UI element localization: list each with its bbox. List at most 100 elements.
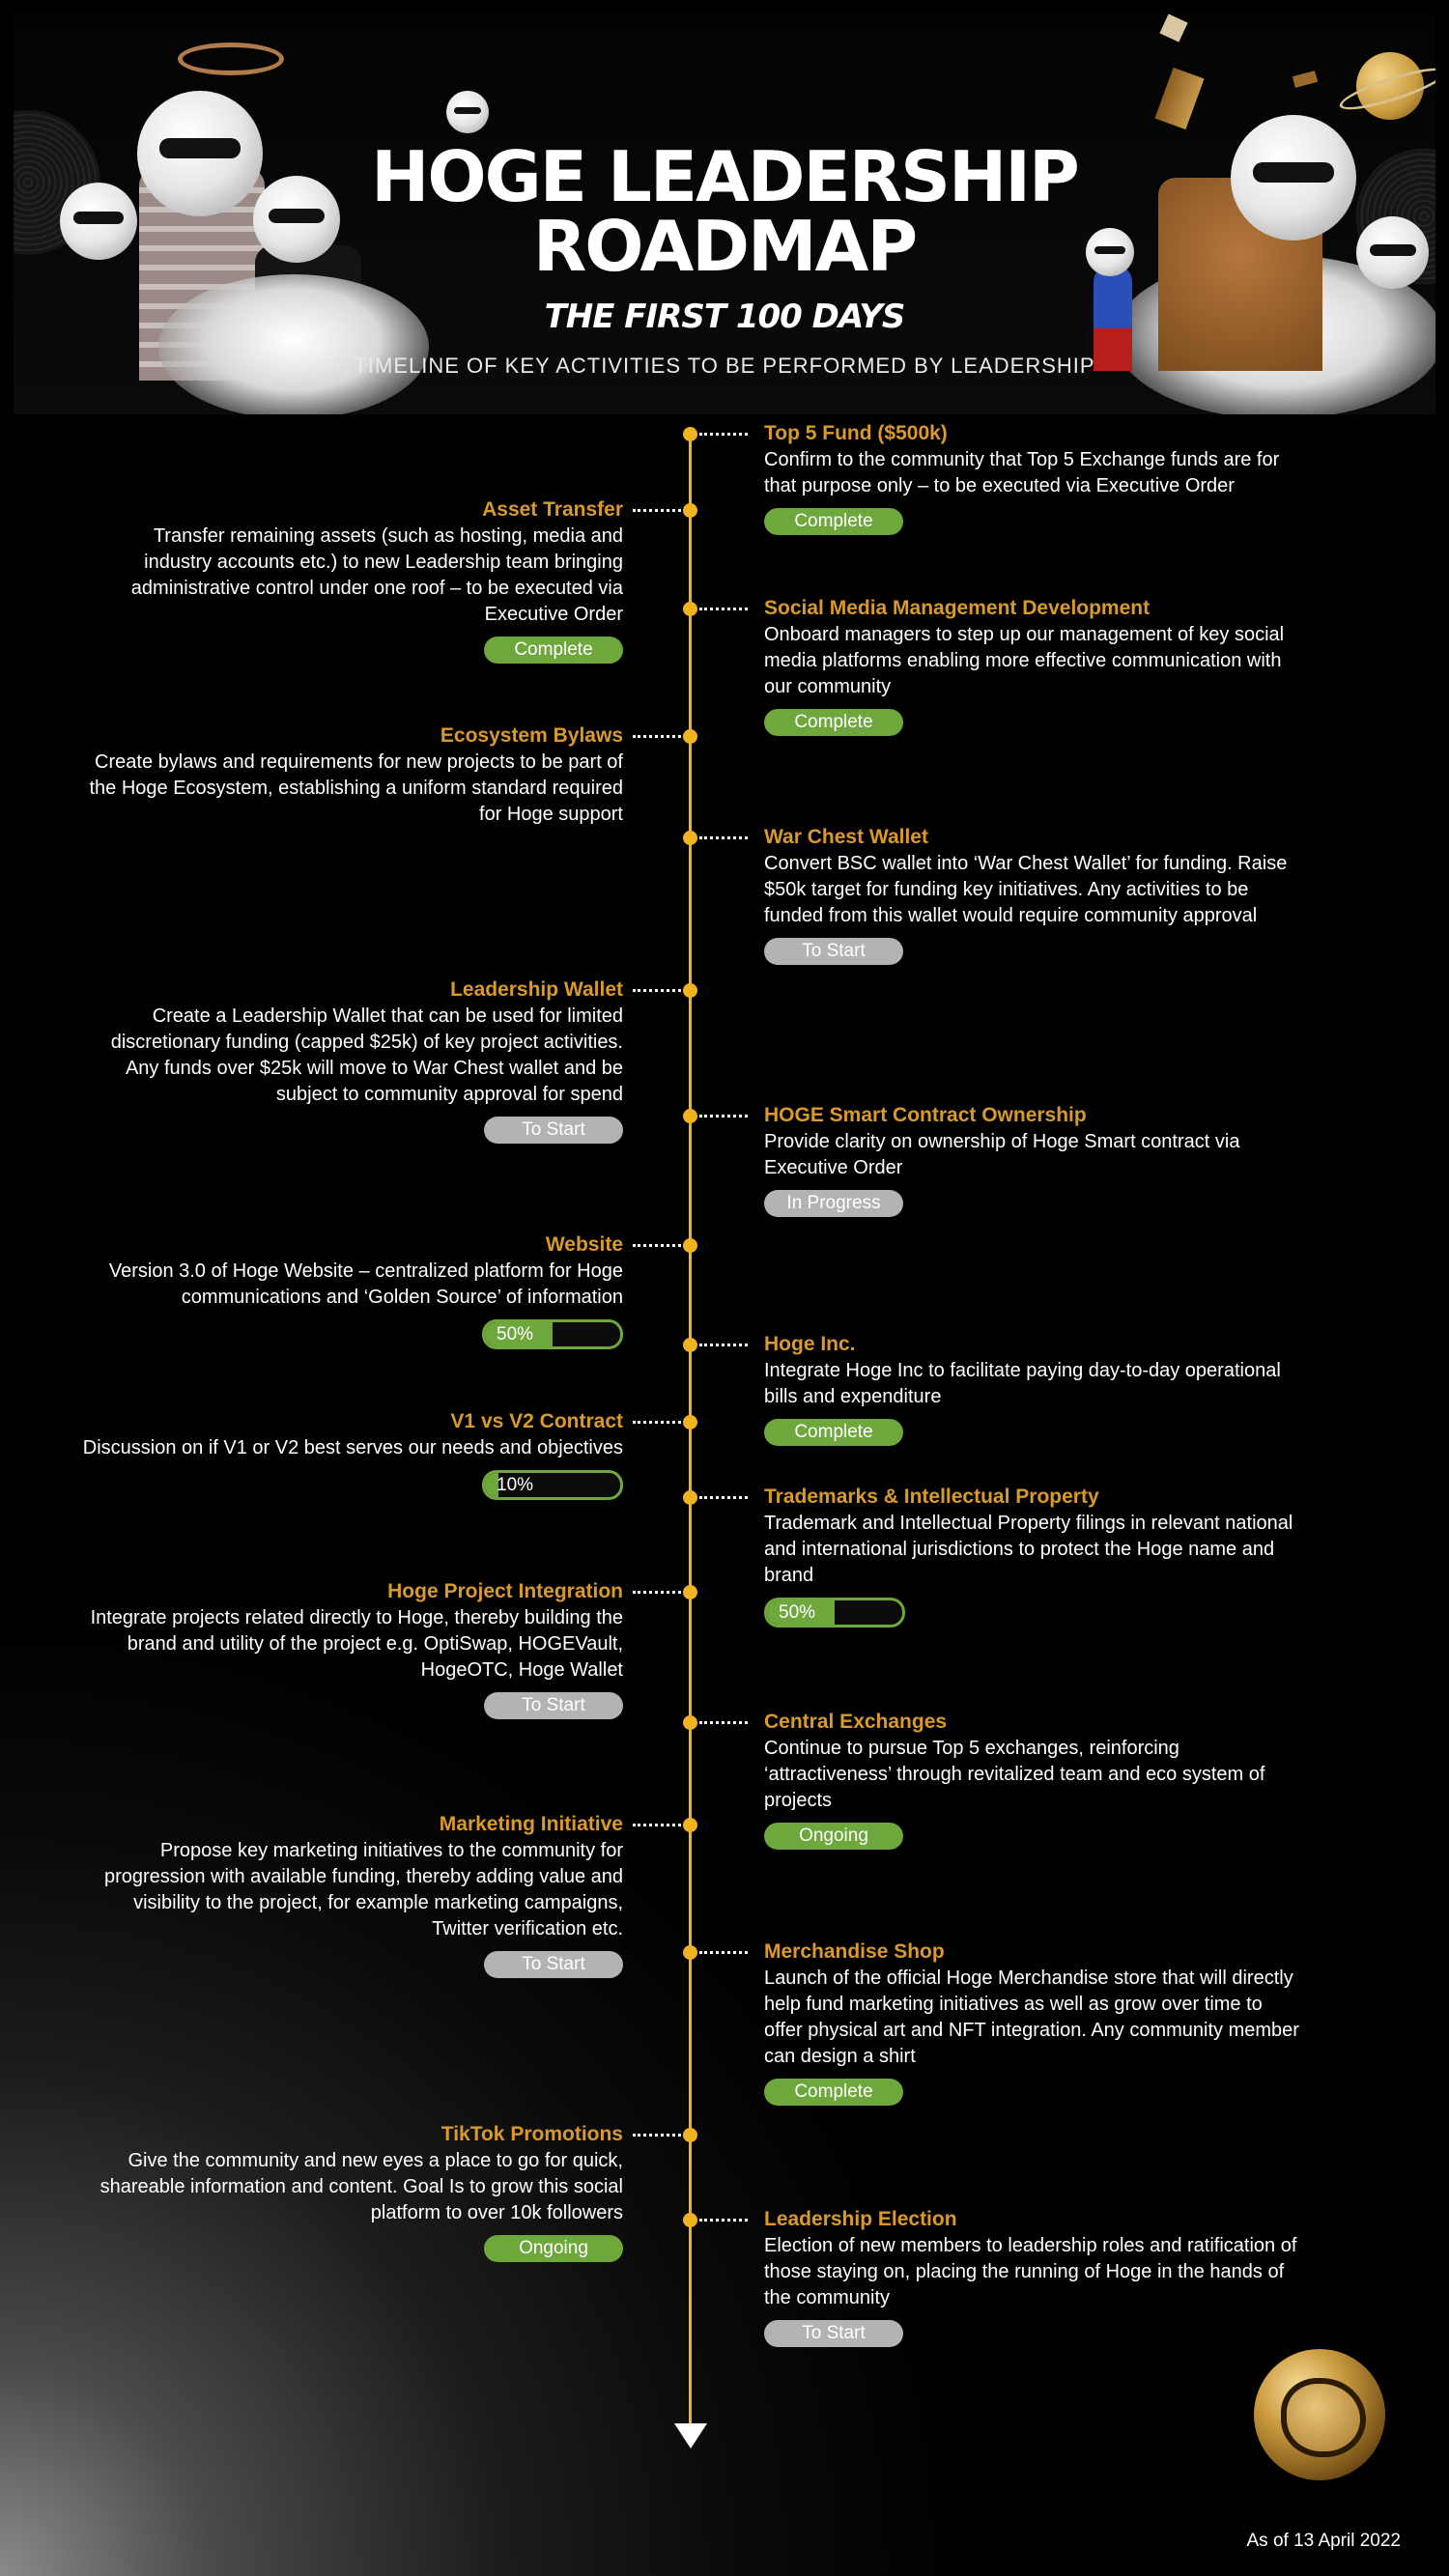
page-subtitle: THE FIRST 100 DAYS [544, 297, 906, 336]
item-title: Asset Transfer [482, 498, 623, 521]
status-badge: To Start [484, 1951, 623, 1978]
timeline-item-smart-contract-ownership: HOGE Smart Contract Ownership Provide cl… [764, 1102, 1305, 1217]
item-title: Leadership Wallet [450, 978, 623, 1001]
gold-bar-icon [1154, 67, 1205, 130]
timeline-connector [633, 989, 681, 992]
item-title: Ecosystem Bylaws [440, 724, 623, 747]
hoge-logo-icon [1254, 2349, 1385, 2480]
item-description: Integrate Hoge Inc to facilitate paying … [764, 1360, 1281, 1407]
timeline-item-asset-transfer: Asset Transfer Transfer remaining assets… [82, 496, 623, 664]
progress-fill [485, 1473, 498, 1497]
timeline-connector [699, 608, 748, 610]
item-title: Hoge Inc. [764, 1333, 856, 1355]
halo-icon [178, 42, 284, 75]
timeline-item-tiktok-promotions: TikTok Promotions Give the community and… [82, 2121, 623, 2262]
hoge-mascot-small-icon [446, 91, 489, 133]
timeline-item-hoge-inc: Hoge Inc. Integrate Hoge Inc to facilita… [764, 1331, 1305, 1446]
timeline-connector [699, 2219, 748, 2222]
header-banner: HOGE LEADERSHIP ROADMAP THE FIRST 100 DA… [14, 14, 1435, 414]
item-title: Trademarks & Intellectual Property [764, 1486, 1099, 1508]
hoge-mascot-icon [1231, 115, 1356, 241]
timeline-arrow-icon [674, 2423, 707, 2449]
page-title-line1: HOGE LEADERSHIP [371, 136, 1080, 217]
timeline-connector [633, 2134, 681, 2137]
status-badge: To Start [764, 938, 903, 965]
timeline-dot [683, 1945, 697, 1960]
timeline-connector [633, 1591, 681, 1594]
timeline-item-central-exchanges: Central Exchanges Continue to pursue Top… [764, 1709, 1305, 1850]
hoge-logo-mark [1281, 2378, 1366, 2457]
timeline-dot [683, 427, 697, 441]
item-description: Transfer remaining assets (such as hosti… [130, 525, 623, 625]
page-title-line2: ROADMAP [532, 206, 918, 287]
status-badge: To Start [484, 1692, 623, 1719]
superhero-mascot-icon [1086, 228, 1134, 276]
item-description: Discussion on if V1 or V2 best serves ou… [82, 1437, 623, 1458]
status-badge: Complete [484, 637, 623, 664]
flying-tile-icon [1159, 14, 1188, 42]
hoge-mascot-icon [253, 176, 340, 263]
item-description: Create a Leadership Wallet that can be u… [110, 1005, 623, 1105]
timeline-item-top-5-fund: Top 5 Fund ($500k) Confirm to the commun… [764, 420, 1305, 535]
timeline-item-leadership-wallet: Leadership Wallet Create a Leadership Wa… [82, 977, 623, 1144]
item-description: Election of new members to leadership ro… [764, 2235, 1297, 2308]
timeline-dot [683, 1338, 697, 1352]
item-description: Convert BSC wallet into ‘War Chest Walle… [764, 853, 1288, 926]
progress-label: 50% [779, 1602, 816, 1623]
item-description: Confirm to the community that Top 5 Exch… [764, 449, 1280, 496]
item-title: TikTok Promotions [440, 2123, 623, 2145]
timeline-connector [633, 509, 681, 512]
timeline-connector [699, 433, 748, 436]
item-title: HOGE Smart Contract Ownership [764, 1104, 1087, 1126]
item-description: Create bylaws and requirements for new p… [89, 751, 623, 825]
timeline-connector [633, 735, 681, 738]
item-title: Website [545, 1233, 623, 1256]
timeline-dot [683, 729, 697, 744]
timeline-connector [699, 1721, 748, 1724]
item-title: Marketing Initiative [439, 1813, 623, 1835]
progress-bar: 10% [482, 1470, 623, 1500]
timeline-item-trademarks: Trademarks & Intellectual Property Trade… [764, 1484, 1305, 1628]
timeline-dot [683, 1585, 697, 1599]
progress-label: 50% [497, 1324, 534, 1345]
timeline-dot [683, 503, 697, 518]
hoge-mascot-icon [137, 91, 263, 216]
timeline-item-war-chest-wallet: War Chest Wallet Convert BSC wallet into… [764, 824, 1305, 965]
timeline-item-hoge-project-integration: Hoge Project Integration Integrate proje… [82, 1578, 623, 1719]
timeline-item-merchandise-shop: Merchandise Shop Launch of the official … [764, 1939, 1305, 2106]
timeline-connector [699, 1344, 748, 1346]
timeline-connector [699, 836, 748, 839]
superhero-mascot-body [1094, 265, 1132, 371]
timeline-dot [683, 602, 697, 616]
hoge-mascot-icon [60, 183, 137, 260]
timeline-connector [699, 1496, 748, 1499]
status-badge: Complete [764, 508, 903, 535]
planet-icon [1356, 52, 1424, 120]
timeline-item-v1-vs-v2-contract: V1 vs V2 Contract Discussion on if V1 or… [82, 1408, 623, 1500]
cloud-icon [158, 274, 429, 414]
progress-fill [485, 1322, 553, 1346]
timeline-connector [633, 1824, 681, 1826]
timeline-dot [683, 1490, 697, 1505]
timeline-dot [683, 1109, 697, 1123]
status-badge: Complete [764, 709, 903, 736]
item-title: Hoge Project Integration [387, 1580, 623, 1602]
timeline-dot [683, 831, 697, 845]
as-of-date: As of 13 April 2022 [1246, 2531, 1402, 2551]
timeline-item-social-media-management: Social Media Management Development Onbo… [764, 595, 1305, 736]
page-tagline: TIMELINE OF KEY ACTIVITIES TO BE PERFORM… [354, 354, 1095, 378]
item-description: Give the community and new eyes a place … [99, 2150, 623, 2223]
status-badge: To Start [764, 2320, 903, 2347]
timeline-item-leadership-election: Leadership Election Election of new memb… [764, 2206, 1305, 2347]
item-title: Top 5 Fund ($500k) [764, 422, 948, 444]
status-badge: Complete [764, 2079, 903, 2106]
timeline-dot [683, 2128, 697, 2142]
progress-fill [767, 1600, 835, 1625]
timeline-connector [633, 1244, 681, 1247]
item-description: Trademark and Intellectual Property fili… [764, 1513, 1293, 1586]
status-badge: Ongoing [764, 1823, 903, 1850]
item-title: Merchandise Shop [764, 1940, 945, 1963]
timeline-dot [683, 1415, 697, 1430]
item-description: Continue to pursue Top 5 exchanges, rein… [764, 1738, 1265, 1811]
status-badge: In Progress [764, 1190, 903, 1217]
